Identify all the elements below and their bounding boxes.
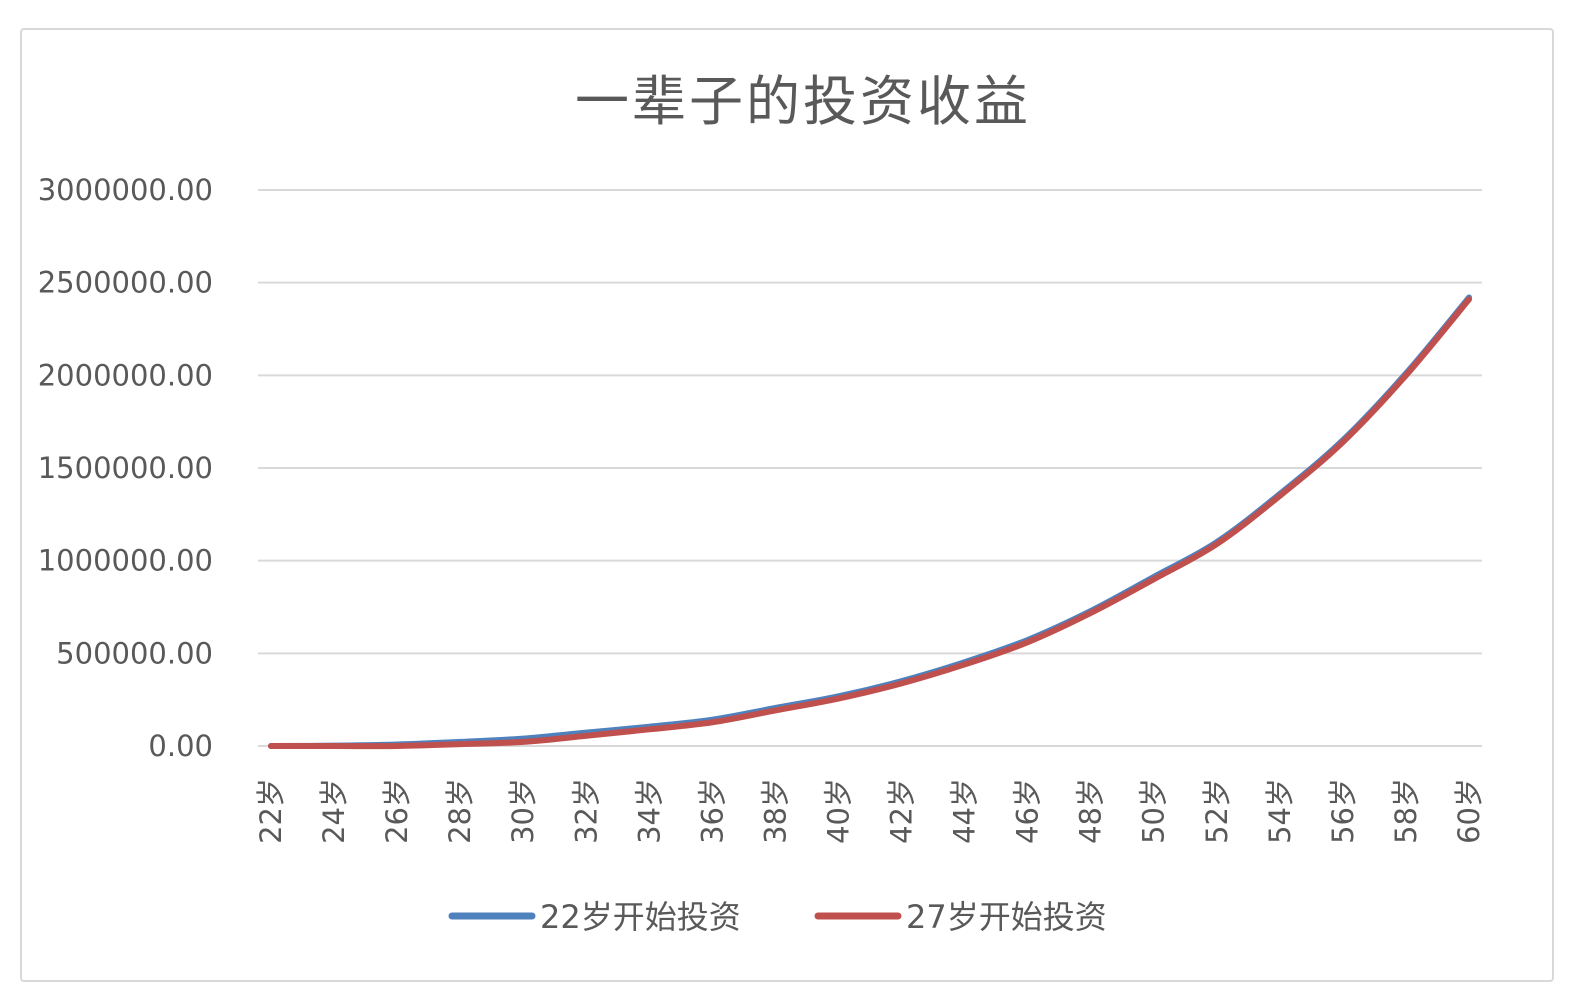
x-tick-label: 24岁 bbox=[317, 778, 351, 844]
x-tick-label: 60岁 bbox=[1452, 778, 1486, 844]
gridlines bbox=[258, 189, 1482, 747]
x-tick-label: 22岁 bbox=[254, 778, 288, 844]
chart-frame bbox=[20, 28, 1554, 982]
x-tick-label: 28岁 bbox=[443, 778, 477, 844]
legend-label: 22岁开始投资 bbox=[540, 898, 741, 936]
x-tick-label: 46岁 bbox=[1011, 778, 1045, 844]
y-tick-label: 2500000.00 bbox=[38, 266, 213, 300]
x-tick-label: 40岁 bbox=[821, 778, 855, 844]
x-tick-label: 32岁 bbox=[569, 778, 603, 844]
x-tick-label: 52岁 bbox=[1200, 778, 1234, 844]
chart-title: 一辈子的投资收益 bbox=[575, 70, 1031, 133]
x-tick-label: 54岁 bbox=[1263, 778, 1297, 844]
y-tick-label: 1500000.00 bbox=[38, 451, 213, 485]
x-tick-label: 38岁 bbox=[758, 778, 792, 844]
series-lines bbox=[268, 294, 1472, 750]
x-axis-ticks: 22岁 24岁 26岁 28岁 30岁 32岁 34岁 36岁 38岁 40岁 42岁 44岁 46岁 4… bbox=[254, 778, 1486, 844]
y-tick-label: 500000.00 bbox=[56, 636, 213, 670]
x-tick-label: 44岁 bbox=[948, 778, 982, 844]
y-tick-label: 2000000.00 bbox=[38, 358, 213, 392]
x-tick-label: 34岁 bbox=[632, 778, 666, 844]
x-tick-label: 48岁 bbox=[1074, 778, 1108, 844]
x-tick-label: 42岁 bbox=[885, 778, 919, 844]
x-tick-label: 50岁 bbox=[1137, 778, 1171, 844]
x-tick-label: 36岁 bbox=[695, 778, 729, 844]
series-line-1 bbox=[268, 294, 1472, 749]
x-tick-label: 30岁 bbox=[506, 778, 540, 844]
x-tick-label: 56岁 bbox=[1326, 778, 1360, 844]
legend-label: 27岁开始投资 bbox=[906, 898, 1107, 936]
x-tick-label: 58岁 bbox=[1389, 778, 1423, 844]
y-tick-label: 3000000.00 bbox=[38, 173, 213, 207]
y-axis-ticks: 0.00 500000.00 1000000.00 1500000.00 2000000… bbox=[38, 173, 213, 763]
legend: 22岁开始投资 27岁开始投资 bbox=[448, 898, 1107, 936]
y-tick-label: 1000000.00 bbox=[38, 544, 213, 578]
series-line-2 bbox=[268, 296, 1472, 750]
y-tick-label: 0.00 bbox=[148, 729, 213, 763]
x-tick-label: 26岁 bbox=[380, 778, 414, 844]
